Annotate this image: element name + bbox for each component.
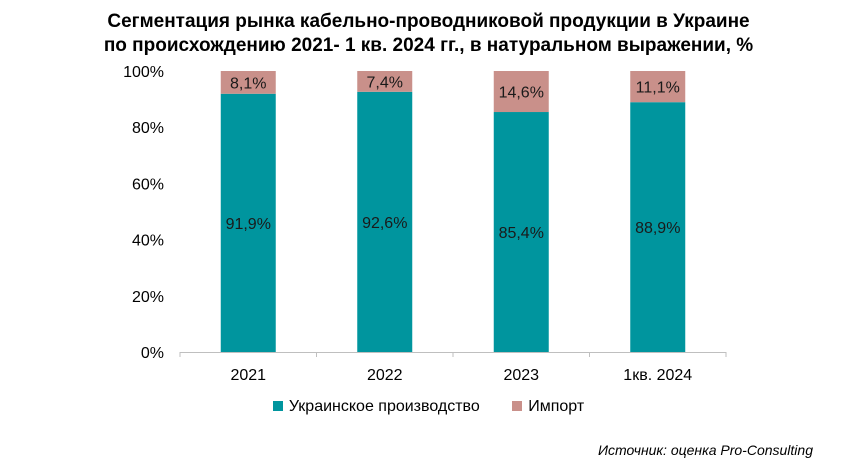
y-tick-label: 60% [132,176,164,193]
bar-segment-domestic [630,102,686,352]
x-tick-label: 2023 [503,367,539,384]
y-tick-label: 100% [123,64,164,81]
bar-segment-domestic [493,112,549,352]
x-tick-label: 1кв. 2024 [623,367,692,384]
chart-title-line-1: Сегментация рынка кабельно-проводниковой… [107,11,750,32]
chart-legend: Украинское производство Импорт [0,398,857,416]
legend-swatch-import [512,401,523,411]
bar-segment-import [630,71,686,103]
data-label: 8,1% [230,75,266,92]
data-label: 91,9% [226,216,271,233]
stacked-bar-chart: 0% 20% 40% 60% 80% 100% 91,9% 8,1% 2021 92,6% 7,4%… [123,64,727,384]
chart-title-line-2: по происхождению 2021- 1 кв. 2024 гг., в… [103,35,754,56]
y-tick-label: 20% [132,289,164,306]
y-tick-label: 80% [132,120,164,137]
data-label: 92,6% [362,215,407,232]
x-tick-label: 2022 [367,367,403,384]
x-tick-label: 2021 [230,367,266,384]
legend-label-import: Импорт [528,398,585,415]
data-label: 85,4% [499,225,544,242]
y-tick-label: 0% [141,345,164,362]
bar-segment-import [493,71,549,113]
y-tick-label: 40% [132,233,164,250]
legend-swatch-domestic [272,401,283,411]
bar-segment-import [357,71,413,92]
data-label: 88,9% [635,220,680,237]
bar-segment-import [220,71,276,94]
source-note: Источник: оценка Pro-Consulting [598,442,813,458]
data-label: 7,4% [367,74,403,91]
legend-item-domestic: Украинское производство [272,398,480,416]
legend-label-domestic: Украинское производство [288,398,480,415]
legend-item-import: Импорт [512,398,584,416]
bar-segment-domestic [357,91,413,352]
chart-title: Сегментация рынка кабельно-проводниковой… [0,10,857,58]
data-label: 11,1% [636,80,680,97]
data-label: 14,6% [499,85,544,102]
bar-segment-domestic [220,93,276,353]
